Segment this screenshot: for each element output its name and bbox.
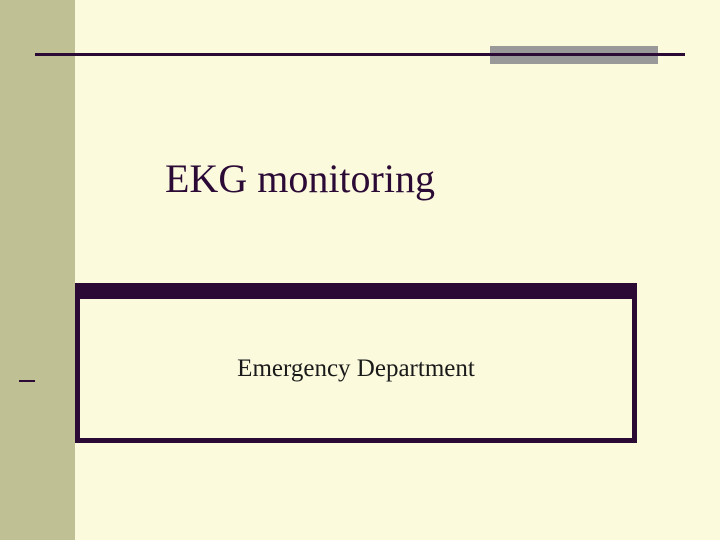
slide-title: EKG monitoring bbox=[165, 155, 435, 202]
slide: EKG monitoring Emergency Department bbox=[0, 0, 720, 540]
slide-subtitle: Emergency Department bbox=[237, 355, 475, 383]
main-background bbox=[75, 0, 720, 540]
subtitle-box: Emergency Department bbox=[75, 283, 637, 443]
left-accent-bar bbox=[0, 0, 75, 540]
top-horizontal-rule bbox=[35, 53, 685, 56]
small-tick-mark bbox=[19, 380, 35, 382]
